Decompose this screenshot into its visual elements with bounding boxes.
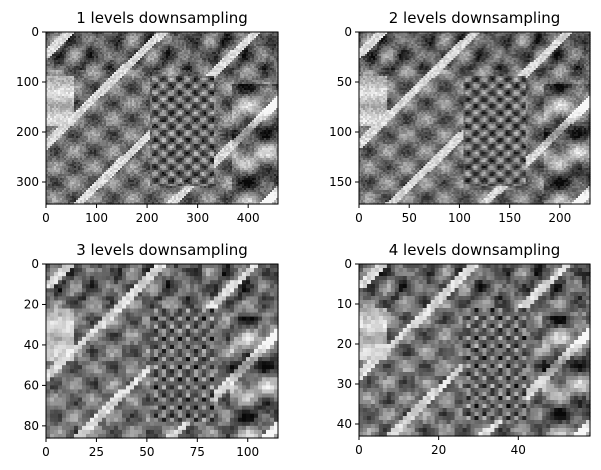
- y-tick-label: 80: [24, 419, 39, 433]
- x-tick-label: 400: [237, 211, 260, 225]
- x-tick-label: 0: [42, 445, 50, 459]
- image-pixels: [46, 264, 279, 439]
- panel-1: 1 levels downsampling 0 100 200 300 400 0 100 20…: [16, 9, 279, 225]
- y-tick-label: 0: [31, 257, 39, 271]
- chart-title: 2 levels downsampling: [389, 9, 561, 27]
- x-tick-label: 0: [355, 443, 363, 457]
- x-tick-label: 300: [186, 211, 209, 225]
- x-tick-label: 20: [431, 443, 446, 457]
- y-tick-label: 200: [16, 125, 39, 139]
- y-tick-label: 300: [16, 175, 39, 189]
- x-tick-label: 100: [85, 211, 108, 225]
- y-tick-label: 100: [16, 75, 39, 89]
- panel-2: 2 levels downsampling 0 50 100 150 200 0 50 100 1…: [329, 9, 591, 225]
- y-tick-label: 0: [344, 257, 352, 271]
- image-pixels: [359, 32, 591, 205]
- x-tick-label: 50: [139, 445, 154, 459]
- x-tick-label: 50: [402, 211, 417, 225]
- y-tick-label: 20: [24, 297, 39, 311]
- y-tick-label: 50: [337, 75, 352, 89]
- x-tick-label: 100: [448, 211, 471, 225]
- y-tick-label: 150: [329, 175, 352, 189]
- image-pixels: [359, 264, 591, 437]
- y-tick-label: 20: [337, 337, 352, 351]
- x-tick-label: 0: [355, 211, 363, 225]
- x-tick-label: 200: [548, 211, 571, 225]
- y-tick-label: 60: [24, 378, 39, 392]
- y-tick-label: 0: [31, 25, 39, 39]
- image-pixels: [46, 32, 279, 205]
- x-tick-label: 25: [89, 445, 104, 459]
- x-tick-label: 75: [190, 445, 205, 459]
- y-tick-label: 30: [337, 377, 352, 391]
- y-tick-label: 100: [329, 125, 352, 139]
- y-tick-label: 0: [344, 25, 352, 39]
- y-tick-label: 40: [24, 338, 39, 352]
- y-tick-label: 10: [337, 297, 352, 311]
- x-tick-label: 0: [42, 211, 50, 225]
- chart-title: 1 levels downsampling: [76, 9, 248, 27]
- chart-title: 4 levels downsampling: [389, 241, 561, 259]
- x-tick-label: 150: [498, 211, 521, 225]
- y-tick-label: 40: [337, 417, 352, 431]
- x-tick-label: 200: [136, 211, 159, 225]
- x-tick-label: 100: [236, 445, 259, 459]
- x-tick-label: 40: [511, 443, 526, 457]
- panel-3: 3 levels downsampling 0 25 50 75 100 0 20 40 60 80: [24, 241, 279, 459]
- chart-title: 3 levels downsampling: [76, 241, 248, 259]
